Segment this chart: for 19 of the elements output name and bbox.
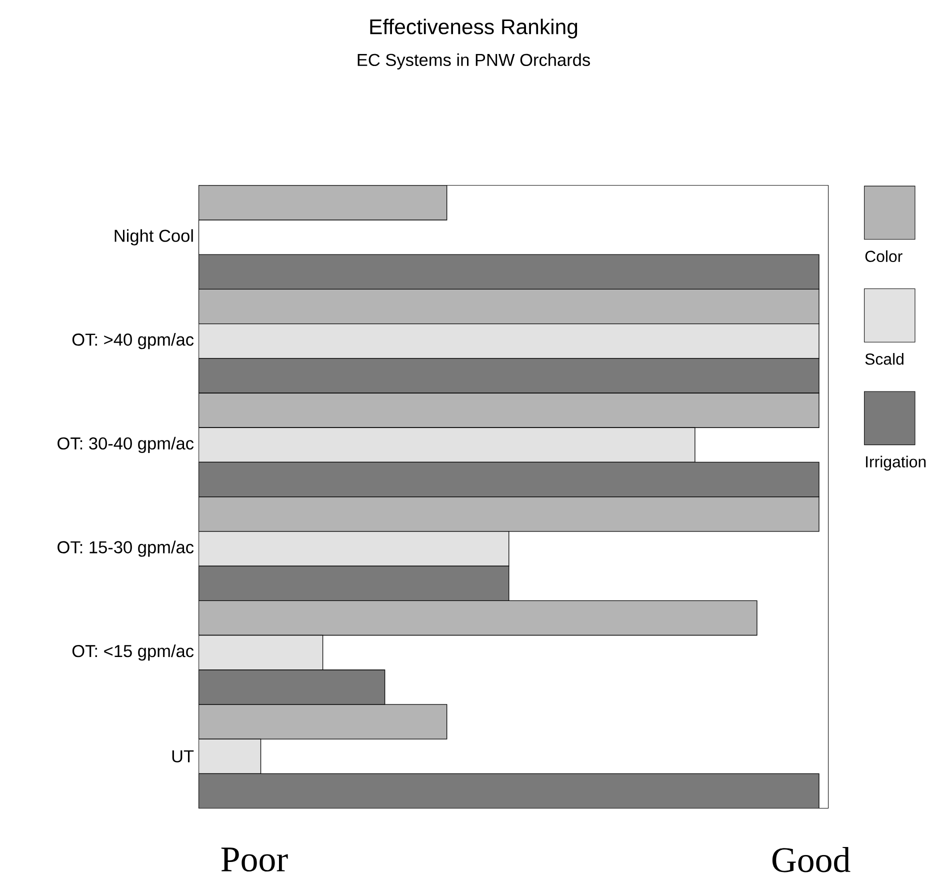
bar [198, 634, 324, 670]
y-tick-label: OT: 30-40 gpm/ac [58, 436, 194, 453]
y-tick-label: Night Cool [114, 229, 193, 246]
text: Poor [221, 848, 288, 872]
bar [198, 185, 448, 220]
bar [198, 323, 820, 359]
chart-subtitle: EC Systems in PNW Orchards [358, 53, 590, 70]
y-tick-label: OT: >40 gpm/ac [72, 332, 194, 350]
text: Irrigation [866, 456, 926, 470]
y-tick-label: UT [172, 750, 194, 762]
text: Good [772, 846, 850, 872]
text: Scald [865, 352, 904, 365]
bar [198, 427, 696, 462]
y-tick-label: OT: <15 gpm/ac [72, 644, 194, 660]
text: Color [865, 250, 902, 262]
chart-title: Effectiveness Ranking [370, 18, 578, 38]
bar [198, 738, 262, 774]
y-tick-label: OT: 15-30 gpm/ac [58, 540, 194, 557]
bar [198, 530, 510, 566]
